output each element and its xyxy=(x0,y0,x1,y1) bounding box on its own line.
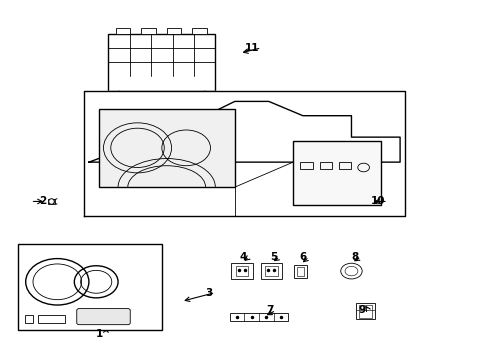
Bar xyxy=(116,28,130,33)
Text: 6: 6 xyxy=(299,252,306,262)
Bar xyxy=(235,266,248,276)
Text: 3: 3 xyxy=(205,288,212,297)
Text: 4: 4 xyxy=(239,252,246,262)
Bar xyxy=(166,28,181,33)
Bar xyxy=(300,162,312,169)
Text: 7: 7 xyxy=(266,305,273,315)
Bar xyxy=(264,266,277,276)
Bar xyxy=(141,28,156,33)
Polygon shape xyxy=(84,91,404,216)
Bar xyxy=(38,315,64,323)
Bar xyxy=(19,244,162,330)
Bar xyxy=(231,263,252,279)
Bar xyxy=(47,199,55,204)
Bar xyxy=(229,313,287,321)
Bar xyxy=(319,162,331,169)
Text: 9: 9 xyxy=(358,305,366,315)
Text: 1: 1 xyxy=(96,329,103,339)
Text: 8: 8 xyxy=(351,252,358,262)
FancyBboxPatch shape xyxy=(77,309,130,325)
Bar xyxy=(294,265,306,278)
Text: 5: 5 xyxy=(270,252,277,262)
Bar xyxy=(292,141,380,205)
Bar xyxy=(260,263,282,279)
Bar xyxy=(356,303,374,319)
Bar xyxy=(99,109,234,187)
Text: 10: 10 xyxy=(370,197,385,206)
Bar xyxy=(108,33,215,91)
Bar xyxy=(339,162,351,169)
Bar xyxy=(358,305,372,318)
Text: 2: 2 xyxy=(39,197,46,206)
Bar xyxy=(25,315,33,323)
Bar xyxy=(192,28,206,33)
Bar xyxy=(296,267,304,276)
Text: 11: 11 xyxy=(244,43,259,53)
